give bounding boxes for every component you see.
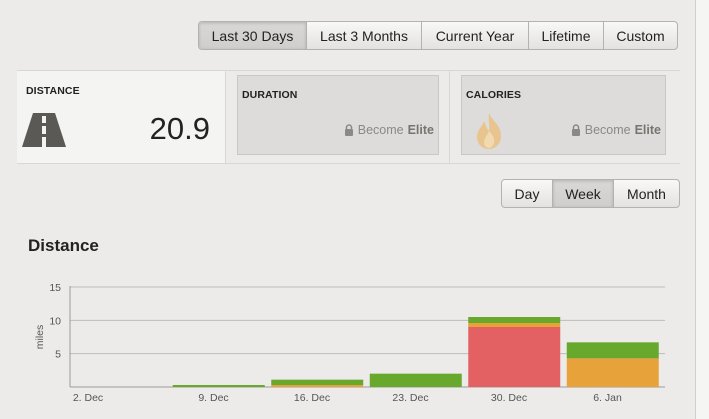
distance-title: DISTANCE (26, 85, 80, 97)
calories-stat: CALORIES Become Elite (461, 75, 666, 155)
stats-row: DISTANCE 20.9 DURATION Become Elite CALOR… (17, 70, 680, 164)
lock-icon (344, 124, 353, 136)
tab-lifetime[interactable]: Lifetime (528, 22, 603, 49)
bar-segment (271, 385, 364, 387)
stat-divider (225, 71, 226, 163)
upsell-elite: Elite (407, 123, 434, 137)
x-tick-label: 6. Jan (593, 392, 622, 404)
duration-title: DURATION (242, 89, 298, 101)
upsell-elite: Elite (634, 123, 661, 137)
upsell-text: Become (584, 123, 631, 137)
x-tick-label: 2. Dec (73, 392, 103, 404)
tab-week[interactable]: Week (552, 180, 613, 207)
lock-icon (571, 124, 580, 136)
bar-segment (468, 323, 561, 327)
y-axis-label: miles (34, 325, 46, 350)
tab-last-30-days[interactable]: Last 30 Days (199, 22, 306, 49)
upsell-text: Become (357, 123, 404, 137)
view-tabs: Day Week Month (501, 179, 680, 208)
bar-segment (468, 327, 561, 387)
y-tick-label: 10 (49, 315, 61, 327)
duration-become-elite[interactable]: Become Elite (344, 123, 434, 137)
tab-month[interactable]: Month (613, 180, 679, 207)
tab-custom[interactable]: Custom (603, 22, 677, 49)
page-edge (695, 0, 709, 419)
tab-day[interactable]: Day (514, 185, 540, 202)
calories-become-elite[interactable]: Become Elite (571, 123, 661, 137)
tab-current-year[interactable]: Current Year (421, 22, 528, 49)
distance-value: 20.9 (149, 111, 210, 146)
bar-segment (468, 317, 561, 323)
section-title: Distance (28, 236, 99, 255)
distance-chart: 5 10 15 miles 2. Dec 9. Dec 16. Dec 23. Dec 30. … (34, 282, 665, 404)
bar-segment (172, 385, 265, 387)
y-tick-label: 5 (55, 349, 61, 361)
date-range-tabs: Last 30 Days Last 3 Months Current Year … (198, 21, 678, 50)
x-tick-label: 9. Dec (198, 392, 228, 404)
tab-last-3-months[interactable]: Last 3 Months (306, 22, 421, 49)
y-tick-label: 15 (49, 282, 61, 294)
flame-icon (477, 113, 501, 149)
distance-stat: DISTANCE 20.9 (17, 71, 225, 163)
x-tick-label: 30. Dec (491, 392, 527, 404)
road-icon (22, 113, 66, 147)
bar-segment (566, 342, 659, 359)
bar-segment (566, 358, 659, 387)
stat-divider (449, 71, 450, 163)
x-tick-label: 16. Dec (294, 392, 330, 404)
bar-segment (369, 373, 462, 387)
calories-title: CALORIES (466, 89, 522, 101)
x-tick-label: 23. Dec (392, 392, 428, 404)
duration-stat: DURATION Become Elite (237, 75, 439, 155)
bar-segment (271, 379, 364, 385)
